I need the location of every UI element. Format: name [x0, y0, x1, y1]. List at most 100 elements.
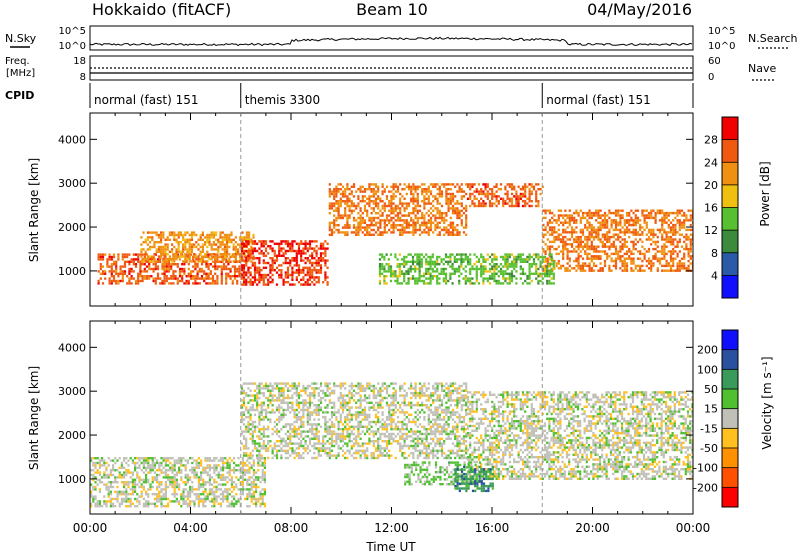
heatmap-cell	[291, 259, 294, 262]
heatmap-cell	[379, 219, 382, 222]
heatmap-cell	[134, 485, 137, 489]
heatmap-cell	[278, 249, 281, 253]
heatmap-cell	[313, 266, 316, 269]
heatmap-cell	[258, 423, 261, 426]
heatmap-cell	[333, 190, 336, 193]
heatmap-cell	[451, 212, 455, 215]
heatmap-cell	[630, 267, 633, 270]
heatmap-cell	[623, 252, 626, 256]
heatmap-cell	[182, 481, 185, 484]
heatmap-cell	[429, 192, 433, 196]
heatmap-cell	[306, 273, 309, 277]
heatmap-cell	[359, 221, 362, 224]
heatmap-cell	[378, 279, 382, 283]
heatmap-cell	[139, 265, 142, 268]
heatmap-cell	[155, 260, 158, 263]
heatmap-cell	[142, 457, 145, 460]
heatmap-cell	[352, 226, 356, 229]
heatmap-cell	[132, 270, 135, 273]
heatmap-cell	[97, 253, 100, 256]
heatmap-cell	[262, 254, 265, 257]
heatmap-cell	[224, 457, 227, 460]
heatmap-cell	[562, 247, 565, 251]
heatmap-cell	[422, 255, 426, 259]
heatmap-cell	[614, 250, 618, 253]
heatmap-cell	[112, 502, 115, 505]
heatmap-cell	[284, 252, 287, 255]
heatmap-cell	[366, 202, 369, 205]
heatmap-cell	[315, 271, 318, 274]
heatmap-cell	[190, 233, 193, 237]
heatmap-cell	[103, 495, 106, 498]
heatmap-cell	[519, 258, 522, 261]
heatmap-cell	[559, 238, 563, 241]
heatmap-cell	[411, 267, 415, 271]
heatmap-cell	[328, 228, 331, 232]
heatmap-cell	[257, 500, 260, 503]
heatmap-cell	[250, 457, 253, 460]
heatmap-cell	[410, 190, 413, 193]
heatmap-cell	[245, 278, 248, 281]
heatmap-cell	[172, 272, 175, 275]
heatmap-cell	[140, 248, 143, 251]
heatmap-cell	[317, 281, 320, 284]
heatmap-cell	[134, 469, 137, 472]
heatmap-cell	[181, 263, 184, 266]
heatmap-cell	[672, 219, 675, 222]
heatmap-cell	[652, 255, 655, 258]
heatmap-cell	[672, 259, 675, 263]
heatmap-cell	[672, 240, 675, 244]
heatmap-cell	[379, 214, 382, 217]
heatmap-cell	[103, 471, 106, 474]
heatmap-cell	[392, 272, 395, 275]
heatmap-cell	[222, 476, 225, 479]
heatmap-cell	[674, 231, 677, 234]
heatmap-cell	[650, 267, 653, 270]
heatmap-cell	[251, 249, 254, 253]
heatmap-cell	[363, 204, 367, 208]
heatmap-cell	[247, 411, 250, 414]
heatmap-cell	[156, 265, 160, 268]
heatmap-cell	[172, 277, 175, 280]
heatmap-cell	[157, 241, 160, 244]
nave-tick-bottom: 0	[708, 72, 714, 83]
heatmap-cell	[168, 238, 171, 241]
heatmap-cell	[245, 392, 248, 395]
heatmap-cell	[650, 238, 653, 241]
heatmap-cell	[226, 493, 229, 496]
heatmap-cell	[245, 271, 248, 274]
heatmap-cell	[595, 255, 598, 258]
heatmap-cell	[262, 242, 265, 245]
heatmap-cell	[654, 240, 657, 244]
heatmap-cell	[628, 231, 631, 234]
heatmap-cell	[137, 255, 140, 259]
heatmap-cell	[672, 228, 675, 232]
heatmap-cell	[541, 185, 544, 188]
heatmap-cell	[515, 277, 518, 280]
heatmap-cell	[524, 204, 527, 208]
heatmap-cell	[227, 272, 230, 275]
heatmap-cell	[116, 490, 119, 493]
heatmap-cell	[249, 428, 252, 431]
heatmap-cell	[399, 207, 402, 210]
heatmap-cell	[422, 279, 426, 283]
heatmap-cell	[597, 221, 600, 224]
heatmap-cell	[240, 249, 243, 253]
heatmap-cell	[661, 219, 664, 222]
heatmap-cell	[619, 231, 622, 234]
heatmap-cell	[445, 192, 448, 196]
heatmap-cell	[672, 211, 675, 215]
heatmap-cell	[475, 275, 478, 278]
heatmap-cell	[165, 275, 168, 278]
heatmap-cell	[134, 481, 137, 484]
heatmap-cell	[608, 238, 611, 241]
heatmap-cell	[233, 469, 236, 472]
heatmap-cell	[588, 262, 591, 265]
heatmap-cell	[488, 270, 492, 273]
heatmap-cell	[255, 497, 258, 501]
heatmap-cell	[451, 183, 455, 186]
heatmap-cell	[548, 221, 552, 224]
heatmap-cell	[575, 245, 578, 248]
heatmap-cell	[253, 399, 257, 402]
heatmap-cell	[595, 231, 598, 234]
